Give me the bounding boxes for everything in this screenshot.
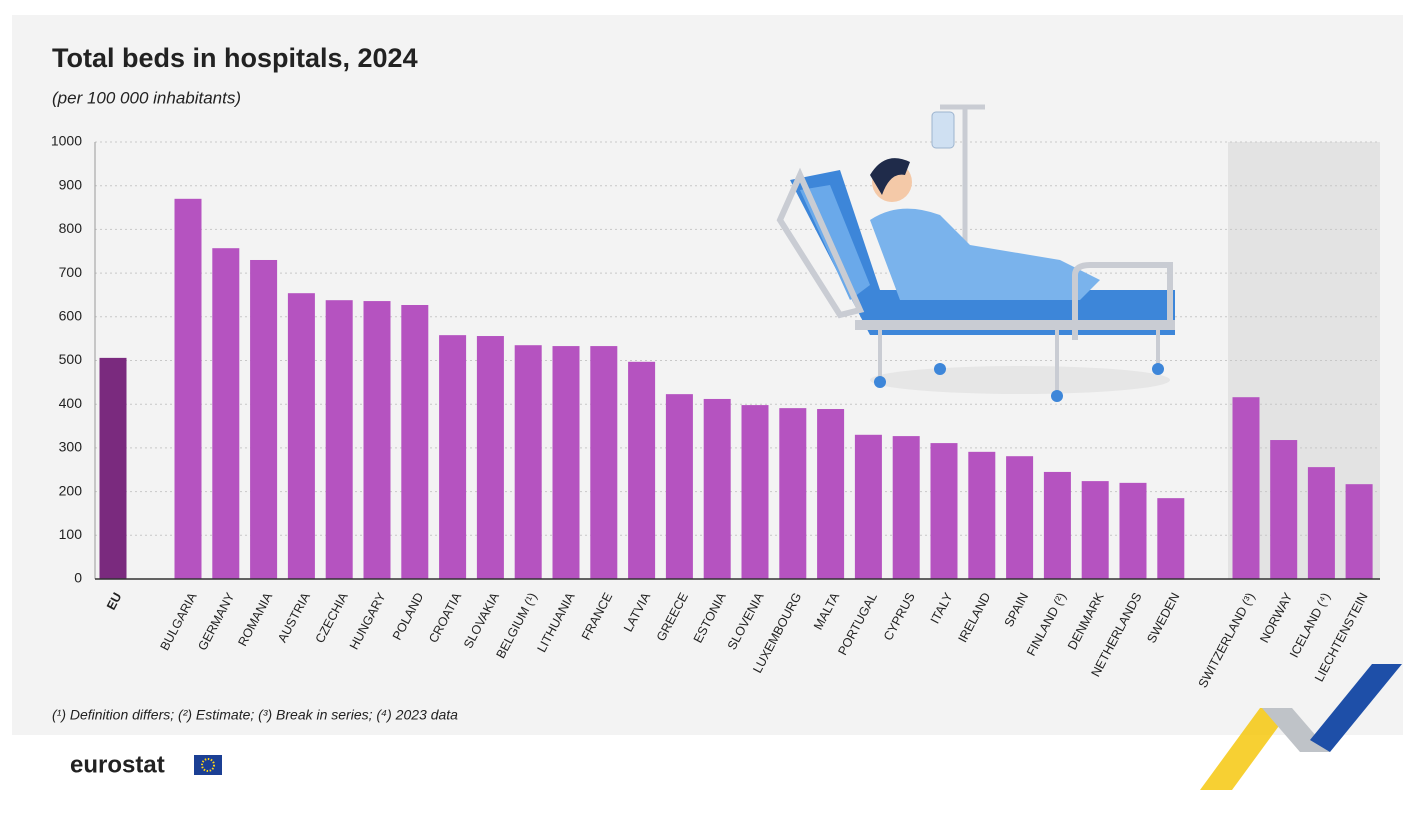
eu-stars — [201, 758, 215, 772]
logo: eurostat — [70, 751, 222, 778]
patient — [870, 208, 1100, 300]
bar — [212, 248, 240, 580]
bar — [817, 409, 845, 579]
bar — [590, 346, 618, 579]
illustration — [776, 104, 1175, 402]
bar — [552, 346, 580, 579]
bed-frame — [855, 320, 1175, 330]
bar — [1270, 440, 1298, 579]
bar — [1043, 471, 1071, 579]
bar — [1157, 498, 1185, 579]
bar — [174, 198, 202, 579]
chart-title: Total beds in hospitals, 2024 — [52, 43, 418, 73]
bar — [99, 357, 127, 579]
y-tick-label: 0 — [74, 570, 82, 586]
bed-head — [776, 167, 865, 319]
bar — [1345, 484, 1373, 579]
shadow — [870, 366, 1170, 394]
bar — [325, 300, 353, 579]
bar — [476, 336, 504, 579]
bar — [1081, 481, 1109, 579]
y-tick-label: 100 — [59, 526, 83, 542]
bar — [930, 443, 958, 579]
bar — [741, 405, 769, 579]
bar — [1232, 397, 1260, 579]
bar — [968, 451, 996, 579]
bar — [250, 259, 278, 579]
y-tick-label: 300 — [59, 439, 83, 455]
bar — [854, 434, 882, 579]
bar — [628, 361, 656, 579]
iv-bag — [931, 111, 955, 149]
source: eurostat — [70, 751, 165, 778]
bar — [401, 305, 429, 579]
bar — [363, 301, 391, 579]
bar — [287, 293, 315, 579]
y-tick-label: 200 — [59, 482, 83, 498]
chart-subtitle: (per 100 000 inhabitants) — [52, 88, 241, 107]
y-tick-label: 800 — [59, 220, 83, 236]
wheel — [874, 376, 886, 388]
y-tick-label: 500 — [59, 351, 83, 367]
wheel — [934, 363, 946, 375]
bar — [703, 398, 731, 579]
y-tick-label: 600 — [59, 308, 83, 324]
footnote: (¹) Definition differs; (²) Estimate; (³… — [52, 707, 458, 723]
decoration — [1200, 664, 1402, 790]
bar — [892, 436, 920, 579]
bar — [1006, 456, 1034, 579]
bed-foot — [1072, 262, 1173, 340]
wheel — [1152, 363, 1164, 375]
y-tick-label: 400 — [59, 395, 83, 411]
eu-flag — [194, 755, 222, 775]
y-tick-label: 1000 — [51, 133, 82, 149]
panel — [12, 15, 1403, 735]
bar — [665, 394, 693, 579]
y-tick-label: 900 — [59, 176, 83, 192]
bar — [779, 408, 807, 579]
bar — [1307, 467, 1335, 579]
hair — [870, 158, 910, 195]
blue-stripe — [1310, 664, 1402, 752]
bar — [439, 335, 467, 579]
bar — [514, 345, 542, 579]
bar — [1119, 482, 1147, 579]
yellow-stripe — [1200, 708, 1292, 790]
wheel — [1051, 390, 1063, 402]
y-tick-label: 700 — [59, 264, 83, 280]
